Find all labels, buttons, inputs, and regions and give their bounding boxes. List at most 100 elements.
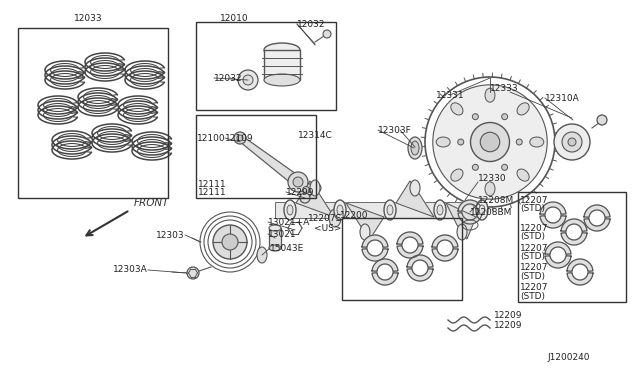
Text: 12032: 12032 — [214, 74, 243, 83]
Text: (STD): (STD) — [520, 251, 545, 260]
Polygon shape — [458, 200, 482, 211]
Ellipse shape — [329, 209, 341, 227]
Circle shape — [300, 193, 310, 203]
Ellipse shape — [310, 180, 320, 196]
Ellipse shape — [485, 88, 495, 102]
Text: 12200: 12200 — [340, 211, 369, 219]
Text: 12333: 12333 — [490, 83, 518, 93]
Polygon shape — [407, 269, 433, 281]
Circle shape — [516, 139, 522, 145]
Circle shape — [243, 75, 253, 85]
Text: 12314C: 12314C — [298, 131, 333, 140]
Text: 12207S: 12207S — [308, 214, 342, 222]
Text: 12208M: 12208M — [478, 196, 515, 205]
Ellipse shape — [384, 200, 396, 220]
Text: (STD): (STD) — [520, 272, 545, 280]
Text: 15043E: 15043E — [270, 244, 304, 253]
Polygon shape — [296, 181, 334, 217]
Polygon shape — [362, 249, 388, 261]
Text: 12207: 12207 — [520, 283, 548, 292]
Ellipse shape — [411, 141, 419, 155]
Polygon shape — [296, 181, 334, 217]
Ellipse shape — [476, 200, 488, 220]
Ellipse shape — [436, 137, 450, 147]
Ellipse shape — [287, 205, 293, 215]
Text: 12111: 12111 — [198, 187, 227, 196]
Text: (STD): (STD) — [520, 292, 545, 301]
Text: 13021: 13021 — [268, 230, 296, 238]
Polygon shape — [584, 219, 610, 231]
Bar — [264, 50, 300, 80]
Polygon shape — [540, 202, 566, 214]
Ellipse shape — [387, 205, 393, 215]
Ellipse shape — [530, 137, 544, 147]
Ellipse shape — [269, 225, 281, 231]
Polygon shape — [362, 235, 388, 247]
Ellipse shape — [451, 103, 463, 115]
Circle shape — [238, 70, 258, 90]
Text: 12032: 12032 — [297, 19, 326, 29]
Text: 12207: 12207 — [520, 263, 548, 273]
Bar — [196, 115, 316, 198]
Polygon shape — [346, 203, 384, 239]
Polygon shape — [372, 259, 398, 271]
Circle shape — [213, 225, 247, 259]
Circle shape — [433, 85, 547, 199]
Ellipse shape — [408, 137, 422, 159]
Text: 12033: 12033 — [74, 13, 102, 22]
Circle shape — [234, 132, 246, 144]
Bar — [518, 192, 626, 302]
Text: 12111: 12111 — [198, 180, 227, 189]
Text: 12207: 12207 — [520, 196, 548, 205]
Text: J1200240: J1200240 — [547, 353, 590, 362]
Text: FRONT: FRONT — [134, 198, 170, 208]
Text: (STD): (STD) — [520, 203, 545, 212]
Polygon shape — [397, 232, 423, 244]
Ellipse shape — [485, 182, 495, 196]
Ellipse shape — [360, 224, 370, 240]
Text: 12207: 12207 — [520, 224, 548, 232]
Bar — [18, 28, 168, 198]
Circle shape — [237, 135, 243, 141]
Text: (STD): (STD) — [520, 231, 545, 241]
Circle shape — [323, 30, 331, 38]
Polygon shape — [545, 242, 571, 254]
Ellipse shape — [437, 205, 443, 215]
Text: 12330: 12330 — [478, 173, 507, 183]
Polygon shape — [407, 255, 433, 267]
Text: 12209: 12209 — [494, 311, 522, 321]
Circle shape — [311, 183, 321, 193]
Ellipse shape — [284, 200, 296, 220]
Text: 12010: 12010 — [220, 13, 248, 22]
Circle shape — [502, 114, 508, 120]
Polygon shape — [561, 233, 587, 245]
Polygon shape — [432, 249, 458, 261]
Circle shape — [288, 172, 308, 192]
Polygon shape — [545, 256, 571, 268]
Ellipse shape — [334, 200, 346, 220]
Circle shape — [562, 132, 582, 152]
Ellipse shape — [517, 169, 529, 181]
Ellipse shape — [457, 224, 467, 240]
Ellipse shape — [337, 205, 343, 215]
Bar — [275, 202, 480, 218]
Text: 12303A: 12303A — [113, 266, 148, 275]
Text: 12209: 12209 — [494, 321, 522, 330]
Circle shape — [568, 138, 576, 146]
Text: 12109: 12109 — [225, 134, 253, 142]
Circle shape — [554, 124, 590, 160]
Circle shape — [502, 164, 508, 170]
Ellipse shape — [257, 247, 267, 263]
Text: 12303F: 12303F — [378, 125, 412, 135]
Text: 12208BM: 12208BM — [470, 208, 513, 217]
Polygon shape — [372, 273, 398, 285]
Ellipse shape — [434, 200, 446, 220]
Polygon shape — [446, 203, 476, 239]
Polygon shape — [458, 213, 482, 224]
Ellipse shape — [264, 43, 300, 57]
Bar — [196, 22, 336, 110]
Polygon shape — [396, 181, 434, 217]
Polygon shape — [561, 219, 587, 231]
Circle shape — [303, 186, 310, 193]
Ellipse shape — [410, 180, 420, 196]
